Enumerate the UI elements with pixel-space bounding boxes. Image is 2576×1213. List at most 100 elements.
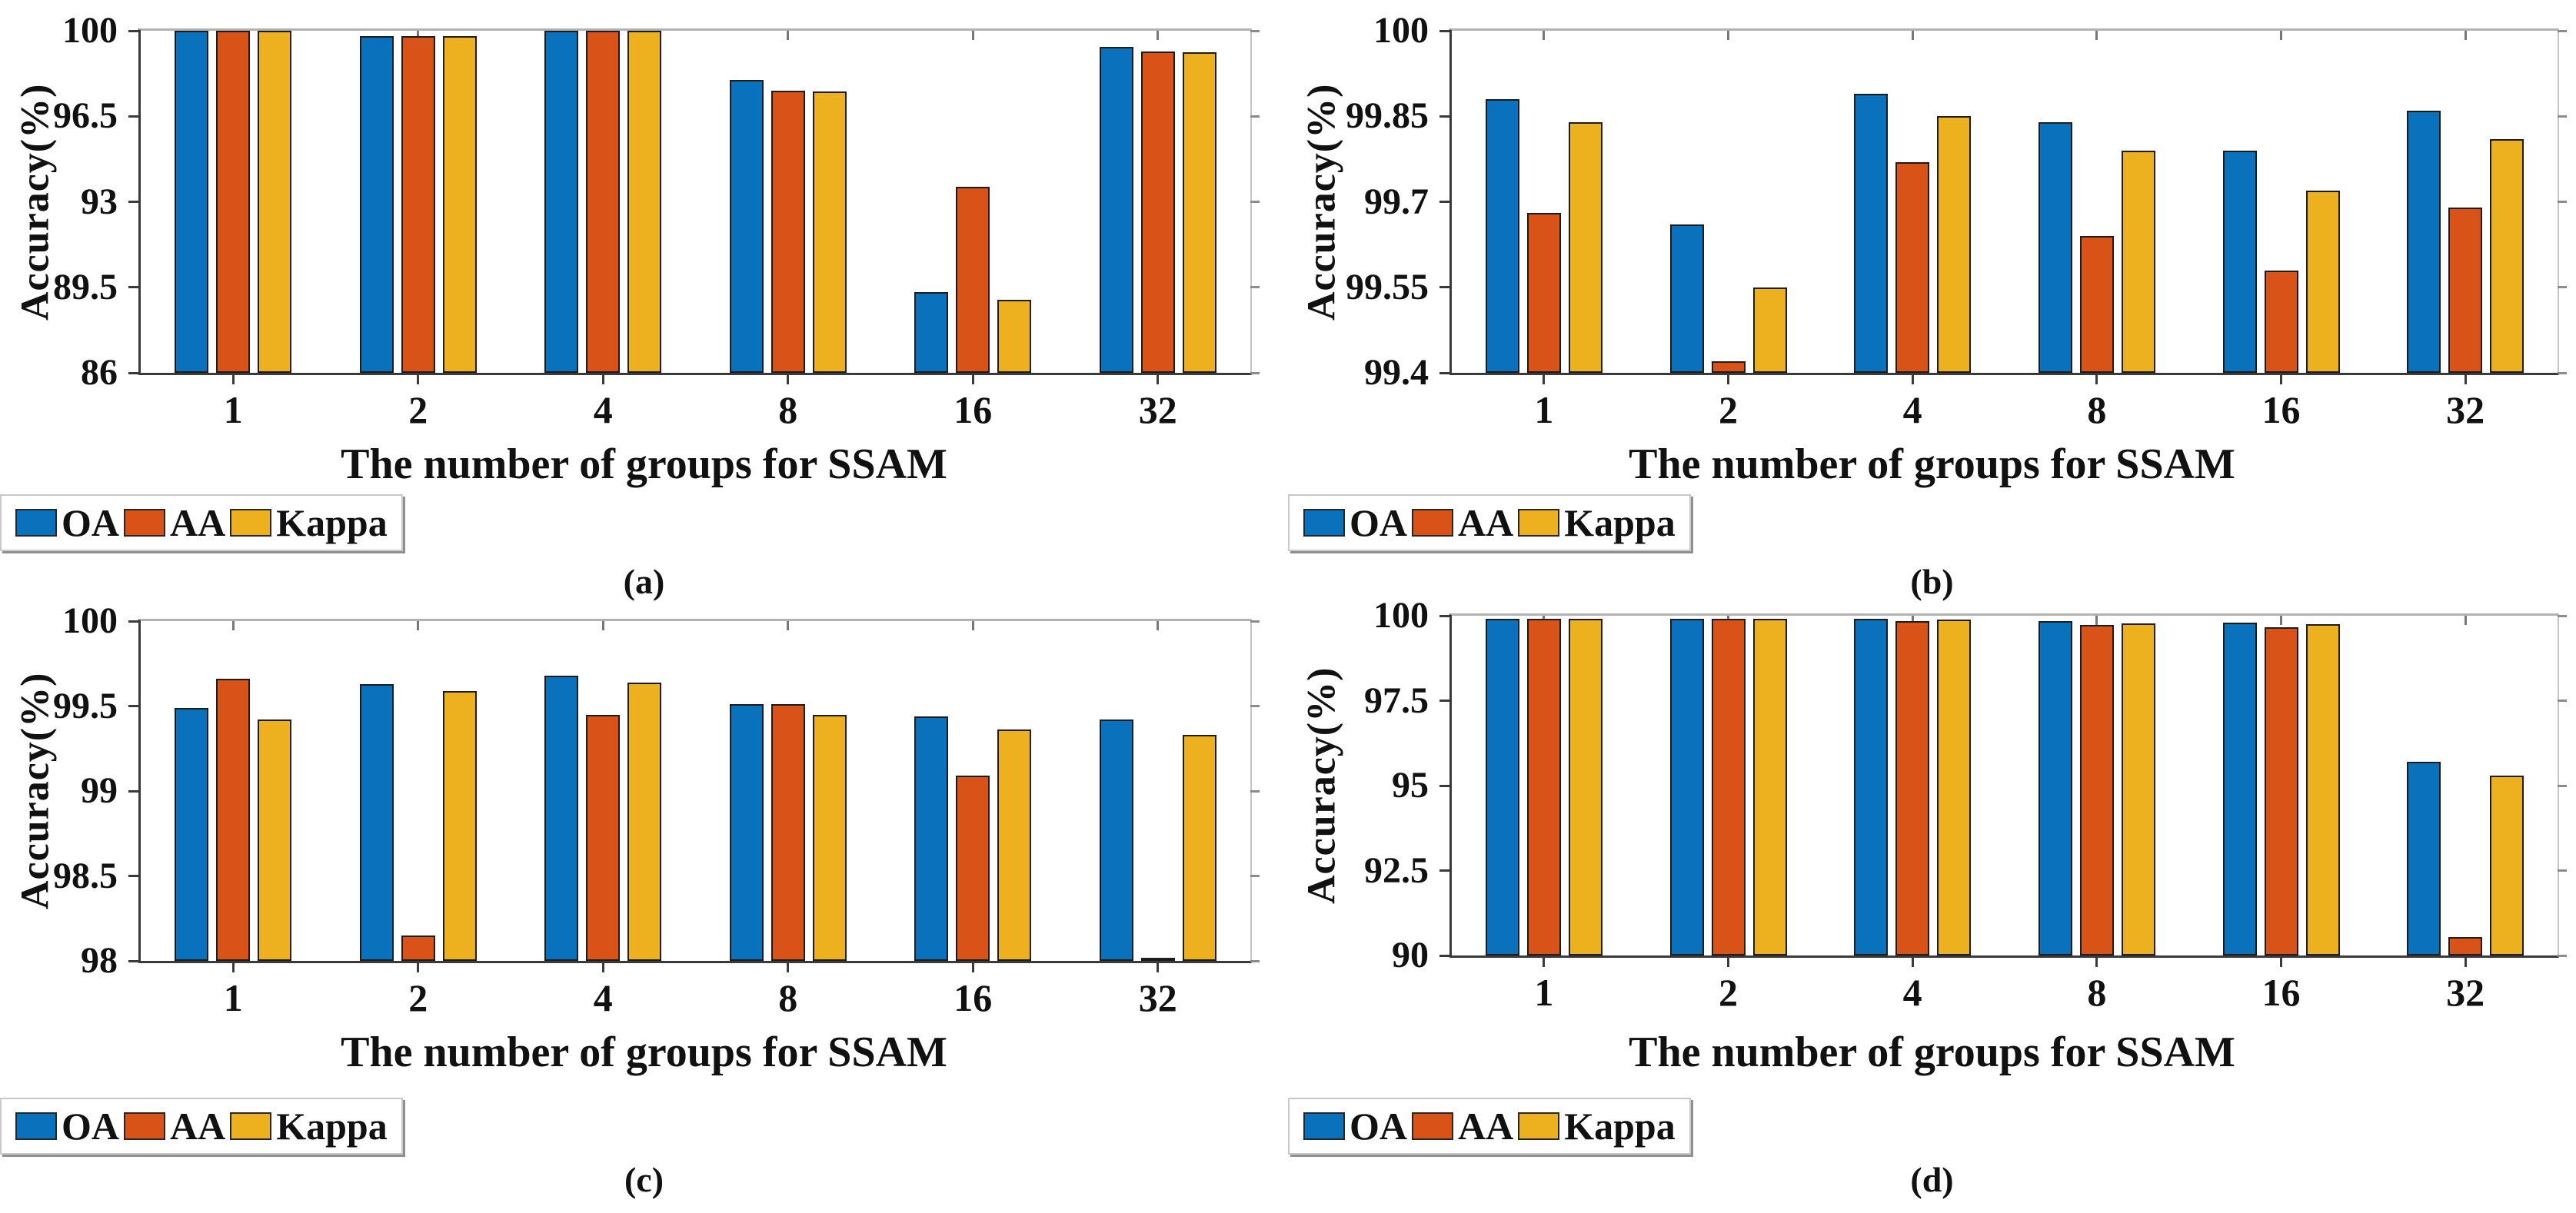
y-tick-mark-right <box>2558 201 2567 203</box>
bar-oa-4 <box>544 675 579 961</box>
bar-aa-4 <box>586 714 621 961</box>
x-tick-label: 4 <box>1902 388 1922 431</box>
bar-oa-1 <box>1485 618 1519 955</box>
y-tick-mark <box>128 705 141 707</box>
bar-kappa-2 <box>1752 287 1787 373</box>
x-tick-label: 8 <box>778 388 798 431</box>
legend: OA AA Kappa <box>1288 1098 1691 1155</box>
bar-kappa-2 <box>442 690 477 961</box>
x-tick-mark-top <box>2280 616 2282 625</box>
bar-aa-8 <box>770 704 805 961</box>
legend-entry-kappa: Kappa <box>1518 1105 1676 1147</box>
bar-aa-1 <box>216 31 251 373</box>
bar-kappa-32 <box>2490 775 2524 955</box>
x-tick-label: 2 <box>1719 388 1738 431</box>
bar-oa-8 <box>2038 620 2072 955</box>
bar-kappa-2 <box>1752 618 1787 955</box>
panel-a: Accuracy(%) 86 89.5 93 96.5 100 1 2 4 8 16 32 The … <box>0 0 1288 607</box>
legend-label: AA <box>170 1105 226 1148</box>
legend-entry-oa: OA <box>1303 1105 1407 1147</box>
x-tick-label: 16 <box>954 976 993 1019</box>
x-tick-mark <box>1911 373 1914 384</box>
y-tick-mark-right <box>1250 789 1260 793</box>
bar-aa-4 <box>1895 620 1930 955</box>
bar-aa-1 <box>216 679 251 961</box>
bar-aa-16 <box>2264 270 2298 373</box>
y-tick-mark-right <box>1250 875 1260 877</box>
x-tick-mark-top <box>417 621 420 630</box>
legend-entry-oa: OA <box>15 1105 119 1147</box>
y-tick-mark <box>128 115 141 118</box>
bar-aa-32 <box>1140 957 1175 961</box>
y-tick-mark-right <box>2558 29 2567 32</box>
x-tick-mark <box>1727 955 1729 967</box>
y-tick-mark <box>128 875 141 877</box>
x-tick-mark-top <box>1727 31 1729 40</box>
x-tick-label: 1 <box>1534 971 1554 1014</box>
x-tick-mark <box>601 373 604 384</box>
x-tick-mark <box>2280 955 2282 967</box>
plot-area: Accuracy(%) 86 89.5 93 96.5 100 1 2 4 8 16 32 <box>14 10 1260 431</box>
bar-kappa-32 <box>1182 52 1216 373</box>
x-tick-mark-top <box>1911 31 1914 40</box>
bar-oa-32 <box>2407 762 2441 955</box>
legend: OA AA Kappa <box>1288 494 1691 551</box>
bar-oa-4 <box>1854 93 1889 373</box>
x-tick-mark-top <box>2464 616 2467 625</box>
y-tick-mark <box>1439 371 1452 374</box>
bar-aa-2 <box>401 935 435 961</box>
y-tick-label: 90 <box>1392 935 1429 975</box>
bar-aa-16 <box>956 776 990 961</box>
panel-caption: (a) <box>623 562 665 601</box>
x-tick-label: 32 <box>1138 388 1177 431</box>
x-tick-mark-top <box>2280 31 2282 40</box>
bar-kappa-8 <box>2121 623 2155 955</box>
y-tick-mark <box>1439 954 1452 957</box>
bar-aa-2 <box>401 36 435 373</box>
panel-b: Accuracy(%) 99.4 99.55 99.7 99.85 100 1 2 4 8 16 3… <box>1288 0 2576 607</box>
aa-swatch-icon <box>1412 1112 1453 1140</box>
y-tick-mark <box>1439 784 1452 787</box>
y-tick-mark-right <box>1250 705 1260 707</box>
bar-aa-32 <box>2448 936 2483 955</box>
legend-label: OA <box>1350 1105 1407 1148</box>
x-tick-mark-top <box>1543 31 1546 40</box>
x-tick-label: 8 <box>2087 388 2107 431</box>
legend: OA AA Kappa <box>0 1098 403 1155</box>
bar-kappa-8 <box>2121 150 2155 373</box>
legend-entry-kappa: Kappa <box>230 1105 388 1147</box>
panel-caption: (b) <box>1910 562 1954 601</box>
y-tick-mark <box>128 286 141 289</box>
y-tick-mark-right <box>2558 371 2567 374</box>
oa-swatch-icon <box>15 1112 57 1140</box>
bar-aa-8 <box>770 90 805 373</box>
x-tick-label: 4 <box>593 976 613 1019</box>
y-tick-mark <box>128 959 141 962</box>
x-tick-mark-top <box>971 621 974 630</box>
y-tick-mark-right <box>2558 784 2567 787</box>
y-tick-mark <box>128 201 141 203</box>
bar-aa-1 <box>1526 213 1561 373</box>
x-tick-label: 16 <box>2261 971 2301 1014</box>
y-tick-mark-right <box>2558 869 2567 872</box>
x-tick-mark-top <box>417 31 420 40</box>
x-tick-label: 1 <box>223 388 243 431</box>
y-tick-label: 100 <box>1373 595 1429 636</box>
plot-area: Accuracy(%) 90 92.5 95 97.5 100 1 2 4 8 16 32 <box>1300 595 2567 1014</box>
x-tick-mark <box>2095 373 2098 384</box>
legend: OA AA Kappa <box>0 494 403 551</box>
bar-oa-8 <box>729 704 764 961</box>
bar-oa-8 <box>729 79 764 373</box>
bar-oa-16 <box>914 716 949 961</box>
x-tick-mark-top <box>1157 621 1160 630</box>
legend-entry-aa: AA <box>124 1105 225 1147</box>
bar-kappa-16 <box>997 729 1032 961</box>
bar-aa-16 <box>956 187 990 373</box>
x-tick-label: 16 <box>954 388 993 431</box>
x-tick-label: 2 <box>408 976 428 1019</box>
x-tick-mark-top <box>2095 31 2098 40</box>
y-tick-mark-right <box>1250 286 1260 289</box>
x-axis-label: The number of groups for SSAM <box>341 440 947 488</box>
x-tick-mark <box>1157 373 1160 384</box>
aa-swatch-icon <box>124 509 165 537</box>
